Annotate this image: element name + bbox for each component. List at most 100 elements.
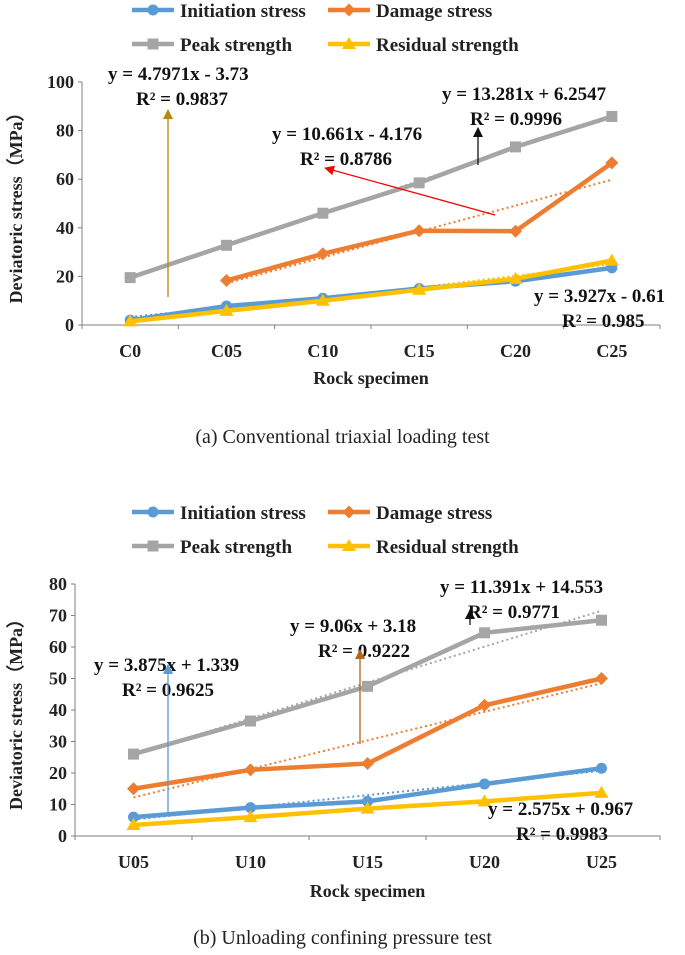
data-point xyxy=(604,253,619,266)
data-point xyxy=(243,810,258,823)
legend-item: Damage stress xyxy=(328,503,492,524)
x-tick-label: U10 xyxy=(235,852,266,872)
annotation-equation: y = 10.661x - 4.176 xyxy=(272,124,422,145)
legend-label: Damage stress xyxy=(376,1,492,22)
y-tick-label: 40 xyxy=(49,700,67,720)
data-point xyxy=(342,37,356,49)
data-point xyxy=(605,156,619,170)
legend-item: Damage stress xyxy=(328,1,492,22)
x-tick-label: U20 xyxy=(469,852,500,872)
data-point xyxy=(147,506,159,518)
data-point xyxy=(362,795,373,807)
annotation-equation: y = 9.06x + 3.18 xyxy=(290,616,416,637)
annotation: y = 9.06x + 3.18 R² = 0.9222 xyxy=(290,616,416,744)
data-point xyxy=(244,763,257,777)
annotation-equation: y = 13.281x + 6.2547 xyxy=(442,84,607,105)
annotation-equation: y = 4.7971x - 3.73 xyxy=(108,64,249,85)
legend-label: Peak strength xyxy=(180,537,292,558)
legend-label: Peak strength xyxy=(180,35,292,56)
annotation-r2: R² = 0.9983 xyxy=(516,824,608,845)
x-axis-label: Rock specimen xyxy=(310,881,426,901)
annotation-equation: y = 3.927x - 0.61 xyxy=(534,286,665,307)
x-tick-label: U25 xyxy=(586,852,617,872)
data-point xyxy=(123,314,138,327)
annotation-r2: R² = 0.9837 xyxy=(136,89,228,110)
data-point xyxy=(360,801,375,814)
data-point xyxy=(413,177,425,189)
annotation-arrow xyxy=(324,165,496,216)
data-point xyxy=(147,4,159,16)
y-axis-label: Deviatoric stress（MPa） xyxy=(6,103,26,303)
data-point xyxy=(221,239,232,251)
data-point xyxy=(595,672,608,685)
legend-label: Initiation stress xyxy=(180,503,306,524)
x-tick-label: U15 xyxy=(352,852,383,872)
data-point xyxy=(362,680,373,692)
y-tick-label: 30 xyxy=(49,732,67,752)
caption-b: (b) Unloading confining pressure test xyxy=(193,927,492,949)
annotation-r2: R² = 0.9222 xyxy=(318,641,410,662)
x-tick-label: C05 xyxy=(211,341,242,361)
annotation-r2: R² = 0.9771 xyxy=(468,602,560,623)
data-point xyxy=(245,802,256,814)
data-point xyxy=(342,3,356,17)
data-point xyxy=(596,614,607,626)
x-tick-label: C0 xyxy=(119,341,141,361)
y-tick-label: 40 xyxy=(56,218,74,238)
series-residual-strength xyxy=(123,253,619,327)
data-point xyxy=(606,111,618,123)
data-point xyxy=(594,785,609,798)
x-tick-label: C10 xyxy=(307,341,338,361)
data-point xyxy=(412,282,427,295)
chart-a: 0 20 40 60 80 100 C0 C05 C10 C15 C20 C25 Rock specim… xyxy=(6,1,665,388)
data-point xyxy=(220,274,233,288)
annotation: y = 13.281x + 6.2547 R² = 0.9996 xyxy=(442,84,607,165)
y-tick-label: 80 xyxy=(56,121,74,141)
data-point xyxy=(477,794,492,807)
series-damage-stress xyxy=(220,156,619,288)
annotation-r2: R² = 0.9996 xyxy=(470,109,562,130)
data-point xyxy=(317,207,329,219)
data-point xyxy=(479,627,490,639)
data-point xyxy=(147,540,159,552)
series-peak-strength xyxy=(128,614,607,760)
y-tick-label: 70 xyxy=(49,606,67,626)
data-point xyxy=(510,141,521,153)
data-point xyxy=(412,224,426,238)
legend-item: Peak strength xyxy=(132,537,292,558)
x-tick-label: C25 xyxy=(596,341,627,361)
x-tick-label: C15 xyxy=(404,341,435,361)
trendline xyxy=(133,769,602,821)
data-point xyxy=(342,505,356,519)
data-point xyxy=(596,762,607,774)
y-tick-label: 0 xyxy=(58,826,67,846)
data-point xyxy=(508,271,523,284)
series-damage-stress xyxy=(127,672,608,796)
series-residual-strength xyxy=(126,785,609,830)
chart-b: 0 10 20 30 40 50 60 70 80 U05 U10 U15 U20 U25 Rock spe… xyxy=(6,503,661,901)
data-point xyxy=(245,715,256,727)
caption-a: (a) Conventional triaxial loading test xyxy=(195,426,490,448)
annotation-r2: R² = 0.985 xyxy=(562,311,645,332)
data-point xyxy=(478,698,491,712)
annotation-equation: y = 11.391x + 14.553 xyxy=(440,577,603,598)
annotation: y = 2.575x + 0.967 R² = 0.9983 xyxy=(488,799,634,845)
y-tick-label: 20 xyxy=(49,763,67,783)
legend-item: Initiation stress xyxy=(132,503,306,524)
data-point xyxy=(128,811,139,823)
data-point xyxy=(127,782,140,796)
y-tick-label: 80 xyxy=(49,574,67,594)
legend-item: Initiation stress xyxy=(132,1,306,22)
legend-item: Residual strength xyxy=(328,35,519,56)
legend-label: Residual strength xyxy=(376,537,519,558)
y-tick-label: 100 xyxy=(47,72,74,92)
data-point xyxy=(316,247,330,261)
legend-label: Initiation stress xyxy=(180,1,306,22)
y-tick-label: 60 xyxy=(56,169,74,189)
y-tick-label: 50 xyxy=(49,669,67,689)
annotation: y = 11.391x + 14.553 R² = 0.9771 xyxy=(440,577,603,625)
data-point xyxy=(219,303,234,316)
data-point xyxy=(479,778,490,790)
